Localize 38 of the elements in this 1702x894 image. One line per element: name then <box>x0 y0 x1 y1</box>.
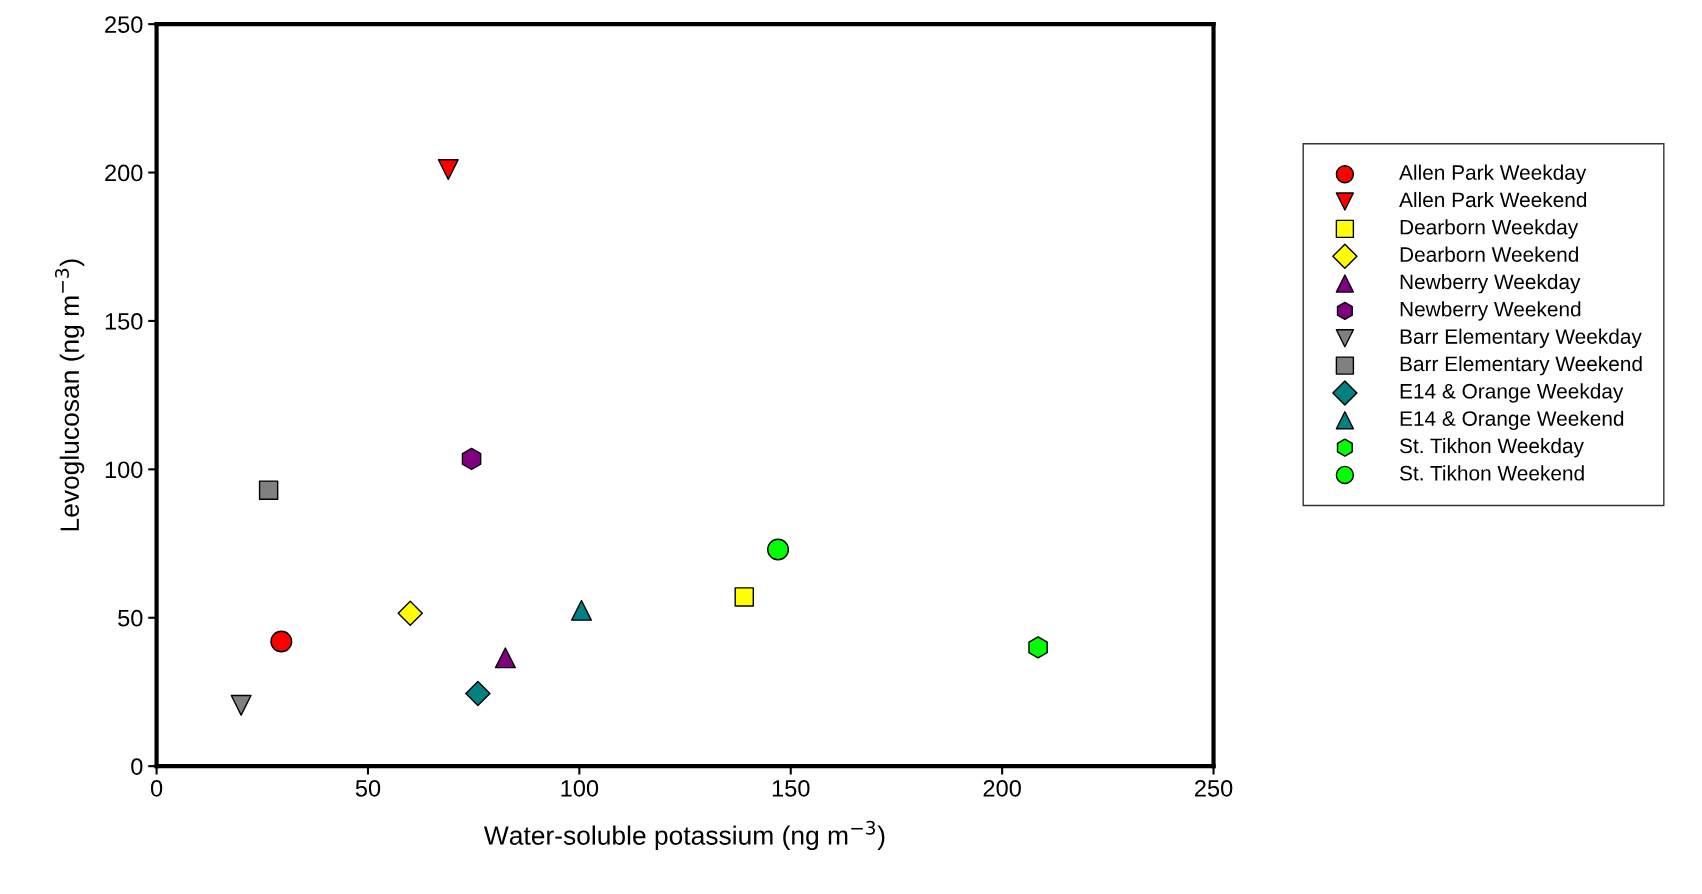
legend-label: E14 & Orange Weekday <box>1400 383 1624 403</box>
legend-label: Dearborn Weekday <box>1400 219 1579 239</box>
x-tick-label: 150 <box>772 779 810 797</box>
y-tick-label: 150 <box>105 313 143 330</box>
x-tick-label: 250 <box>1195 779 1233 797</box>
y-tick-label: 100 <box>105 461 143 479</box>
x-axis-title: Water-soluble potassium (ng m$^{−3}$) <box>483 820 885 851</box>
legend-label: Barr Elementary Weekend <box>1400 355 1642 376</box>
point <box>734 587 754 607</box>
legend-label: E14 & Orange Weekend <box>1400 410 1624 431</box>
x-tick-label: 0 <box>150 779 163 797</box>
point <box>230 694 252 716</box>
point <box>397 600 423 627</box>
point <box>465 680 491 707</box>
legend-label: Barr Elementary Weekday <box>1400 328 1642 349</box>
x-tick-label: 200 <box>983 779 1021 797</box>
x-tick-label: 50 <box>355 779 381 797</box>
point <box>437 159 459 181</box>
legend-label: Newberry Weekday <box>1400 273 1581 294</box>
y-tick-label: 200 <box>105 164 143 182</box>
legend-label: Allen Park Weekday <box>1399 164 1587 185</box>
point <box>767 538 790 561</box>
point <box>461 447 482 471</box>
legend-label: St. Tikhon Weekday <box>1399 437 1584 458</box>
y-axis-title: Levoglucosan (ng m$^{−3}$) <box>55 259 85 531</box>
point <box>270 630 293 653</box>
point <box>1028 636 1048 659</box>
y-tick-label: 250 <box>105 16 143 33</box>
legend-label: Newberry Weekend <box>1400 301 1581 321</box>
point <box>494 647 516 669</box>
point <box>258 480 279 500</box>
legend-label: Dearborn Weekend <box>1400 246 1578 262</box>
y-tick-label: 0 <box>131 758 143 775</box>
legend-label: St. Tikhon Weekend <box>1399 465 1584 481</box>
legend-label: Allen Park Weekend <box>1399 191 1587 208</box>
x-tick-label: 100 <box>561 779 599 797</box>
point <box>570 599 592 621</box>
y-tick-label: 50 <box>118 609 143 627</box>
